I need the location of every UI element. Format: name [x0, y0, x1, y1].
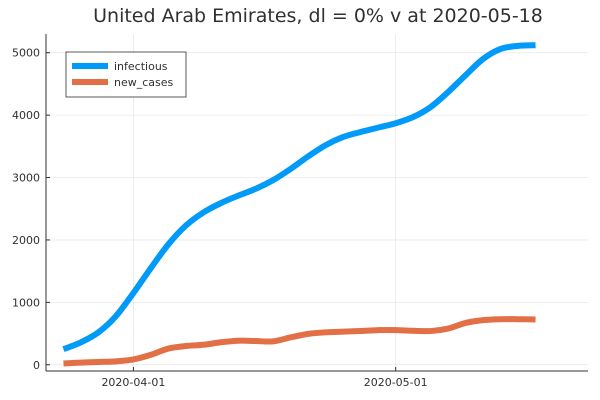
legend-label-new-cases: new_cases: [114, 76, 174, 89]
y-tick-label: 4000: [12, 109, 40, 122]
legend-label-infectious: infectious: [114, 60, 168, 73]
y-tick-label: 0: [33, 359, 40, 372]
x-tick-label: 2020-05-01: [364, 376, 428, 389]
series-line-new-cases: [63, 316, 536, 367]
y-tick-label: 3000: [12, 172, 40, 185]
y-tick-label: 2000: [12, 234, 40, 247]
axes: [45, 34, 588, 372]
series-line-infectious: [62, 42, 536, 352]
legend-items: infectious new_cases: [72, 60, 174, 89]
chart-title: United Arab Emirates, dl = 0% v at 2020-…: [93, 5, 543, 27]
x-tick-label: 2020-04-01: [101, 376, 165, 389]
y-tick-label: 5000: [12, 47, 40, 60]
series: [62, 42, 536, 367]
ticks: 0 1000 2000 3000 4000 5000 2020-04-01 2020-05-0…: [12, 47, 428, 389]
grid: [46, 34, 588, 371]
y-tick-label: 1000: [12, 296, 40, 309]
legend-box: [65, 51, 187, 98]
legend: infectious new_cases: [65, 51, 187, 98]
